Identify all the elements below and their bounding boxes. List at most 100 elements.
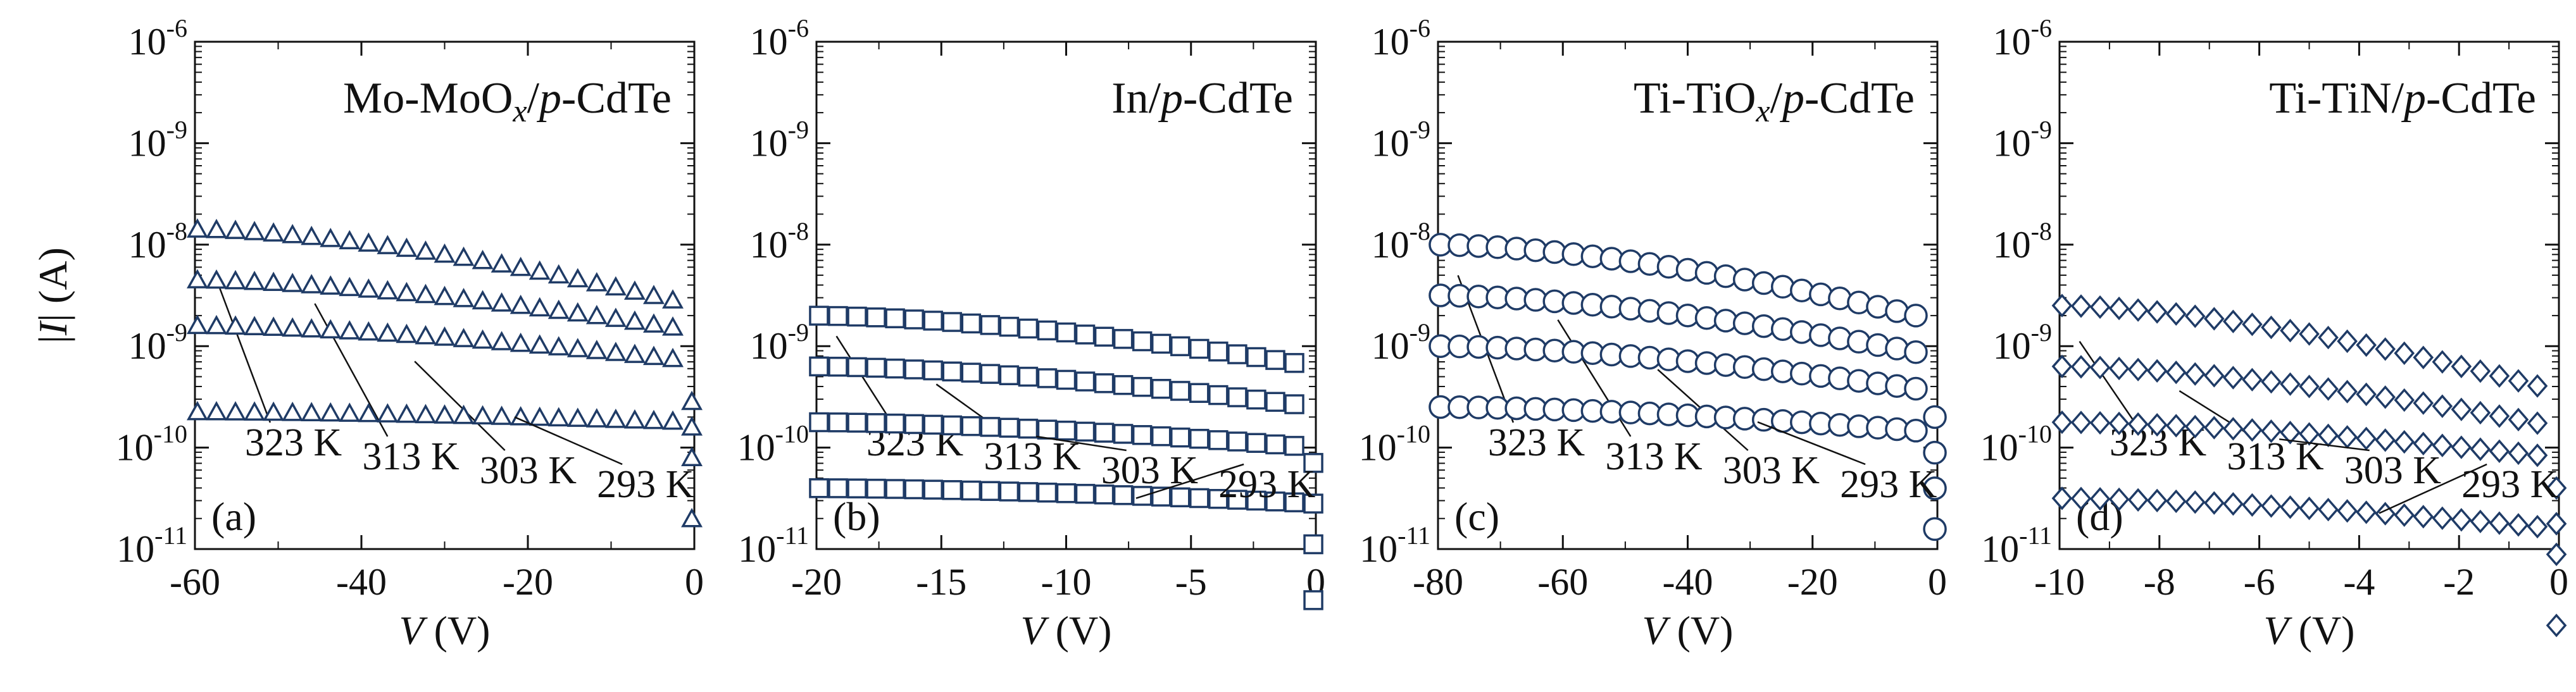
y-tick-label: 10-9	[128, 115, 187, 164]
data-point	[1694, 261, 1719, 285]
data-point	[1151, 378, 1172, 399]
data-point	[491, 292, 513, 312]
data-point	[2070, 486, 2092, 510]
data-point	[2108, 487, 2130, 512]
data-point	[1056, 369, 1077, 390]
data-point	[1303, 493, 1323, 514]
data-point	[1170, 336, 1191, 357]
data-point	[2432, 433, 2453, 457]
data-point	[566, 338, 589, 357]
data-point	[244, 221, 266, 240]
data-point	[2203, 416, 2225, 440]
data-point	[1904, 304, 1928, 328]
data-point	[1675, 257, 1700, 282]
data-point	[980, 481, 1001, 501]
data-point	[2223, 417, 2244, 441]
temperature-label: 303 K	[1101, 449, 1199, 492]
data-point	[1246, 389, 1266, 410]
temperature-label: 323 K	[1488, 421, 1585, 464]
data-point	[623, 409, 646, 429]
data-point	[566, 407, 589, 427]
data-point	[244, 316, 266, 335]
data-point	[2051, 410, 2073, 435]
data-point	[1018, 318, 1039, 339]
data-point	[662, 289, 684, 309]
data-point	[2508, 407, 2529, 431]
data-point	[434, 243, 456, 263]
data-point	[320, 402, 342, 422]
data-point	[301, 318, 323, 338]
data-point	[2299, 497, 2320, 521]
data-point	[301, 225, 323, 245]
data-point	[1265, 350, 1285, 370]
data-point	[866, 478, 886, 499]
x-axis-label: V (V)	[1021, 608, 1112, 653]
data-point	[1170, 381, 1191, 401]
data-point	[282, 402, 304, 421]
data-point	[1170, 487, 1191, 508]
data-point	[2508, 369, 2529, 393]
data-point	[1246, 347, 1266, 368]
data-point	[2070, 411, 2092, 435]
data-point	[1094, 373, 1115, 393]
x-axis-label: V (V)	[2264, 608, 2355, 653]
data-point	[2127, 412, 2149, 436]
data-point	[2051, 486, 2073, 510]
leader-line	[2379, 463, 2487, 514]
data-point	[2242, 418, 2263, 442]
data-point	[2242, 312, 2263, 337]
data-point	[1866, 295, 1890, 319]
leader-line	[835, 335, 892, 423]
data-point	[2356, 382, 2377, 407]
data-point	[904, 479, 924, 500]
leader-line	[2079, 340, 2135, 423]
data-point	[2413, 391, 2434, 415]
data-point	[1189, 338, 1210, 359]
data-point	[491, 405, 513, 425]
data-point	[1866, 333, 1890, 357]
temperature-label: 313 K	[984, 435, 1081, 478]
data-point	[1132, 376, 1153, 397]
data-point	[1056, 483, 1077, 504]
x-tick-label: -10	[1041, 561, 1092, 603]
data-point	[1847, 290, 1871, 315]
data-point	[2127, 488, 2149, 512]
data-point	[2242, 368, 2263, 392]
data-point	[961, 313, 982, 334]
data-point	[510, 294, 532, 314]
data-point	[1904, 376, 1928, 401]
data-point	[2223, 309, 2244, 333]
data-point	[904, 309, 924, 330]
data-point	[282, 273, 304, 292]
data-point	[1284, 394, 1304, 414]
y-tick-label: 10-9	[750, 115, 809, 164]
y-tick-label: 10-6	[128, 14, 187, 63]
data-point	[528, 297, 551, 317]
data-point	[1094, 484, 1115, 505]
temperature-label: 293 K	[2461, 463, 2559, 506]
data-point	[885, 479, 905, 499]
data-point	[999, 316, 1020, 337]
leader-line	[414, 361, 506, 451]
data-point	[2546, 512, 2567, 536]
data-point	[604, 276, 627, 296]
x-tick-label: 0	[685, 561, 704, 603]
data-point	[206, 218, 227, 238]
data-point	[2432, 506, 2453, 530]
series-323-K: 323 K	[189, 218, 703, 464]
temperature-label: 313 K	[1605, 435, 1703, 478]
panel-tag: (a)	[211, 494, 256, 539]
data-point	[1265, 491, 1285, 512]
data-point	[585, 272, 608, 292]
data-point	[2394, 388, 2415, 412]
data-point	[1227, 344, 1247, 364]
data-point	[2299, 322, 2320, 346]
data-point	[2337, 329, 2358, 354]
x-tick-label: -40	[1663, 561, 1713, 603]
data-point	[225, 315, 247, 335]
data-point	[2527, 514, 2548, 539]
data-point	[2280, 421, 2301, 445]
data-point	[604, 409, 627, 428]
leader-line	[1757, 421, 1866, 466]
